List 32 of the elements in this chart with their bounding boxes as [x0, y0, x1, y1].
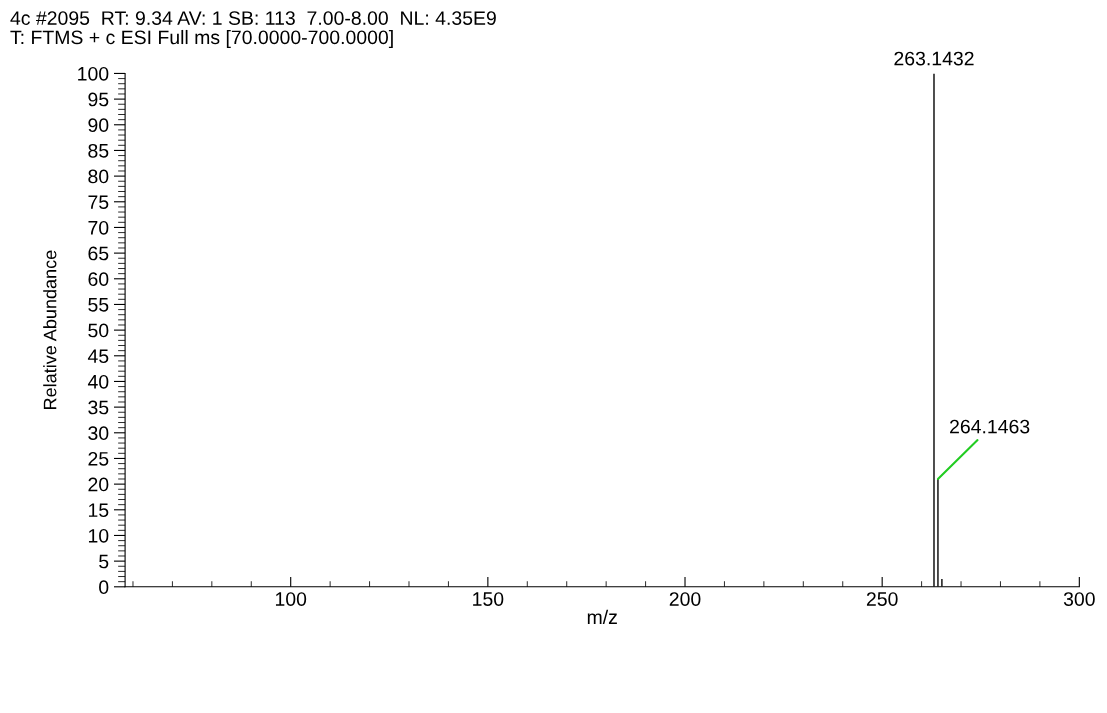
y-tick-label: 70 — [88, 220, 109, 235]
x-tick-label: 300 — [1063, 592, 1095, 606]
x-tick-label: 250 — [866, 592, 898, 606]
y-tick-label: 45 — [87, 349, 109, 364]
y-tick-label: 100 — [78, 66, 109, 81]
y-tick-label: 50 — [88, 323, 109, 338]
y-tick-label: 25 — [88, 451, 109, 466]
y-tick-label: 80 — [88, 169, 109, 184]
x-tick-label: 100 — [275, 592, 307, 606]
y-tick-label: 95 — [88, 92, 109, 107]
x-axis-title: m/z — [587, 609, 617, 625]
y-tick-label: 90 — [88, 118, 109, 133]
y-tick-label: 5 — [99, 554, 109, 569]
y-tick-label: 60 — [88, 272, 109, 287]
y-tick-label: 0 — [99, 580, 109, 595]
y-tick-label: 55 — [88, 298, 109, 312]
y-tick-label: 15 — [88, 503, 109, 518]
x-tick-label: 150 — [473, 592, 504, 606]
y-tick-label: 20 — [88, 477, 109, 492]
chart-subtitle: T: FTMS + c ESI Full ms [70.0000-700.0000] — [10, 29, 393, 49]
y-tick-label: 30 — [88, 426, 109, 441]
y-tick-label: 40 — [87, 374, 109, 389]
y-tick-label: 10 — [88, 528, 109, 543]
y-tick-label: 35 — [88, 400, 109, 415]
x-tick-label: 200 — [669, 592, 701, 606]
chart-title: 4c #2095 RT: 9.34 AV: 1 SB: 113 7.00-8.00 NL: 4.35E9 — [10, 11, 496, 25]
y-tick-label: 65 — [88, 246, 109, 261]
y-axis-title: Relative Abundance — [43, 250, 57, 409]
y-tick-label: 75 — [88, 195, 109, 210]
y-tick-label: 85 — [88, 143, 109, 158]
annotation: 264.1463 — [950, 419, 1030, 434]
annotation: 263.1432 — [894, 51, 974, 66]
